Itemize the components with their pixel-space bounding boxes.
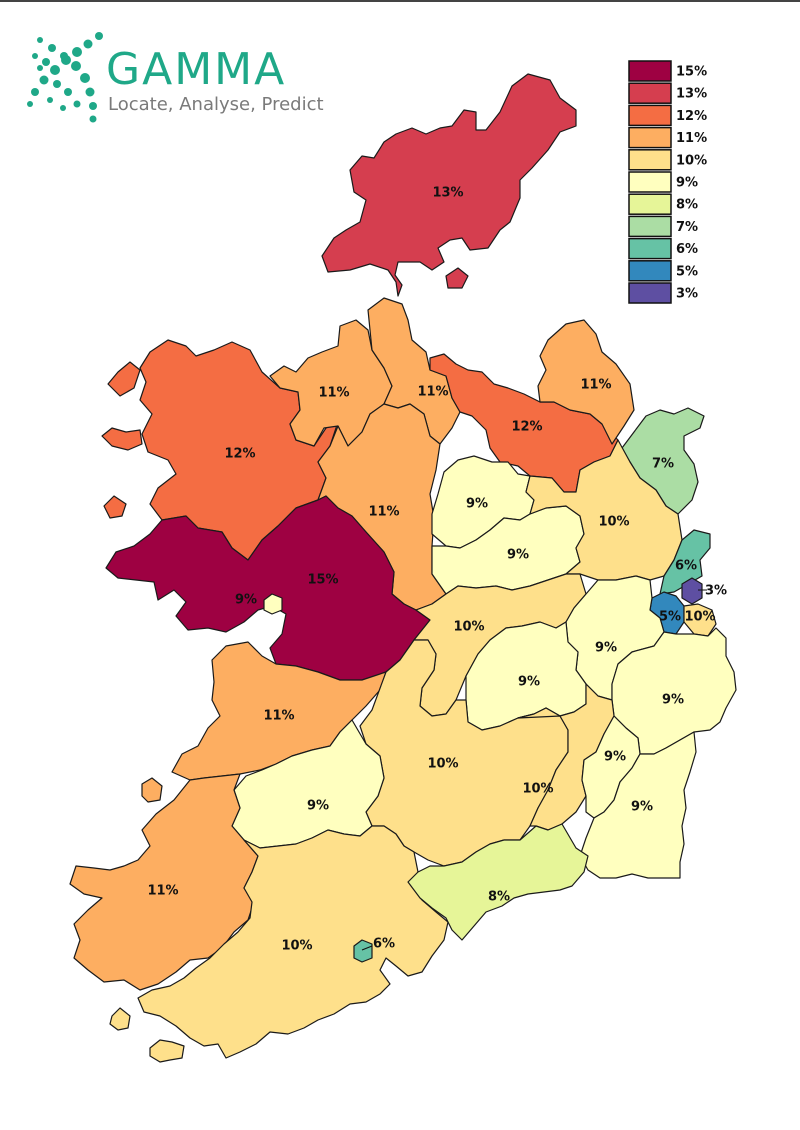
region-monaghan[interactable] [537,319,635,445]
label-mayo: 12% [224,447,255,462]
legend-label: 6% [676,242,698,257]
label-cavan: 12% [511,420,542,435]
region-wexford[interactable] [579,731,697,879]
label-wexford: 9% [631,800,653,815]
label-south-dublin: 5% [659,610,681,625]
legend-swatch [628,126,672,149]
legend-label: 9% [676,176,698,191]
region-leitrim[interactable] [367,297,461,445]
label-louth: 7% [652,457,674,472]
leader-cork-city [361,945,373,951]
label-donegal: 13% [432,186,463,201]
region-cork-city[interactable] [353,939,373,963]
label-galway: 15% [307,573,338,588]
label-kerry: 11% [147,884,178,899]
label-sligo: 11% [318,386,349,401]
region-kerry-isle[interactable] [141,777,163,803]
label-fingal: 6% [675,559,697,574]
legend-label: 12% [676,109,707,124]
label-limerick: 9% [307,799,329,814]
legend-swatch [628,215,672,238]
label-leitrim: 11% [417,385,448,400]
region-meath[interactable] [525,439,683,581]
legend-label: 10% [676,153,707,168]
legend-swatch [628,104,672,127]
region-mayo-isle-1[interactable] [107,361,141,397]
gamma-logo: GAMMA Locate, Analyse, Predict [27,32,324,123]
label-kilkenny: 10% [522,782,553,797]
legend-swatch [628,82,672,104]
region-fingal[interactable] [659,529,711,595]
region-cork[interactable] [137,825,449,1059]
label-westmeath: 9% [507,548,529,563]
label-waterford: 8% [488,890,510,905]
legend-swatch [628,193,672,215]
label-wicklow: 9% [662,693,684,708]
logo-brand: GAMMA [106,44,286,95]
legend-label: 8% [676,198,698,213]
label-galway-city: 9% [235,593,257,608]
label-carlow: 9% [604,750,626,765]
region-donegal[interactable] [321,73,577,297]
label-dun-laoghaire: 10% [684,610,715,625]
label-cork-city: 6% [373,937,395,952]
regions-layer [69,73,737,1063]
dot-grid-icon [27,32,103,123]
legend-swatch [628,282,672,304]
label-meath: 10% [598,515,629,530]
leader-lines [361,589,707,951]
label-cork: 10% [281,939,312,954]
legend-swatch [628,149,672,171]
logo-tagline: Locate, Analyse, Predict [108,94,324,115]
legend-swatch [628,60,672,82]
region-cork-isle-1[interactable] [109,1007,131,1031]
legend-label: 15% [676,65,707,80]
label-clare: 11% [263,709,294,724]
legend-label: 11% [676,131,707,146]
legend-label: 5% [676,264,698,279]
region-donegal-isle[interactable] [445,267,469,289]
label-laois: 9% [518,675,540,690]
label-longford: 9% [466,497,488,512]
region-cork-isle-2[interactable] [149,1039,185,1063]
label-roscommon: 11% [368,505,399,520]
region-waterford[interactable] [407,823,589,941]
region-kerry[interactable] [69,773,259,991]
label-offaly: 10% [453,620,484,635]
region-mayo-isle-3[interactable] [103,495,127,519]
region-dun-laoghaire[interactable] [683,603,717,637]
region-galway-city[interactable] [263,593,283,615]
labels-layer: 13% 12% 11% 11% 12% 11% 7% 11% 9% 15% 9%… [147,186,727,954]
legend-swatch [628,171,672,193]
label-tipperary: 10% [427,757,458,772]
region-mayo-isle-2[interactable] [101,427,143,451]
label-kildare: 9% [595,641,617,656]
region-dublin-city[interactable] [681,577,703,605]
legend-label: 7% [676,220,698,235]
legend-label: 3% [676,287,698,302]
label-dublin-city: 3% [705,584,727,599]
legend: 15% 13% 12% 11% 10% 9% 8% 7% 6% 5% 3% [628,60,707,304]
legend-swatch [628,237,672,260]
label-monaghan: 11% [580,378,611,393]
legend-swatch [628,260,672,282]
legend-label: 13% [676,87,707,102]
